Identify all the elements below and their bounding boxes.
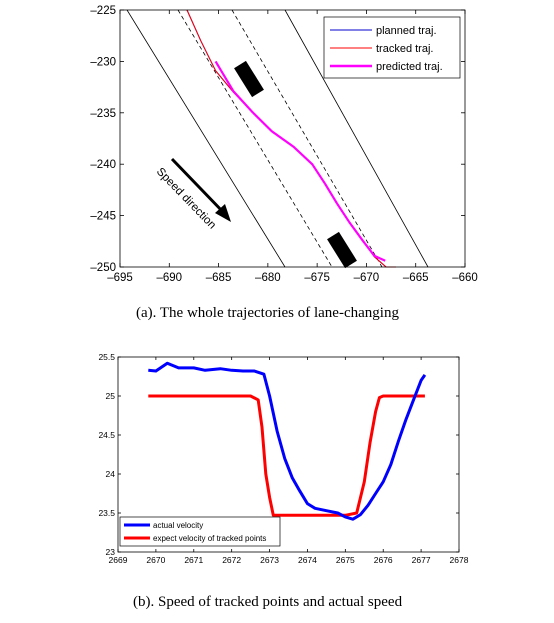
plot-frame-bottom	[117, 356, 460, 553]
speed-direction-arrow	[170, 157, 227, 216]
road-edge-left	[126, 9, 286, 268]
y-tick-label: 24	[106, 469, 116, 479]
y-tick-label: 24.5	[98, 430, 115, 440]
y-tick-label: –240	[90, 159, 116, 171]
x-tick-label: –680	[255, 272, 281, 284]
road-edge-right	[284, 9, 429, 268]
legend-label-predicted: predicted traj.	[376, 61, 443, 73]
x-tick-label: 2678	[450, 555, 469, 565]
velocity-chart: 2669 2670 2671 2672 2673 2674 2675 2676 2677 2678…	[98, 352, 468, 565]
trajectory-series	[186, 9, 396, 268]
y-tick-label: –230	[90, 56, 116, 68]
series-expected-velocity	[148, 394, 425, 517]
x-tick-label: –665	[403, 272, 429, 284]
velocity-series	[148, 361, 427, 521]
x-tick-label: 2673	[260, 555, 279, 565]
caption-bottom: (b). Speed of tracked points and actual …	[133, 594, 403, 610]
legend-label-expected: expect velocity of tracked points	[153, 534, 266, 543]
series-line-3	[214, 60, 386, 262]
axis-ticks: –695 –690 –685 –680 –675 –670 –665 –660 –225 –230…	[90, 5, 477, 284]
legend: planned traj. tracked traj. predicted tr…	[323, 16, 461, 79]
axis-ticks-bottom: 2669 2670 2671 2672 2673 2674 2675 2676 2677 2678…	[98, 352, 468, 565]
lane-lines	[126, 9, 429, 268]
legend-box-bottom	[119, 516, 281, 547]
legend-label-tracked: tracked traj.	[376, 43, 433, 55]
x-tick-label: –675	[304, 272, 330, 284]
lane-divider-right	[231, 9, 383, 268]
x-tick-label: 2675	[336, 555, 355, 565]
x-tick-label: –685	[206, 272, 232, 284]
speed-direction-arrowhead	[215, 204, 231, 222]
x-tick-label: –670	[354, 272, 380, 284]
y-tick-label: –235	[90, 108, 116, 120]
y-tick-label: –250	[90, 262, 116, 274]
trajectory-chart: Speed direction –695 –690 –685 –680 –675 –670…	[90, 5, 477, 284]
y-tick-label: –245	[90, 211, 116, 223]
plot-frame	[119, 9, 466, 268]
x-tick-label: 2676	[374, 555, 393, 565]
caption-top: (a). The whole trajectories of lane-chan…	[136, 305, 399, 321]
x-tick-label: 2670	[146, 555, 165, 565]
legend-label-planned: planned traj.	[376, 25, 437, 37]
legend-label-actual: actual velocity	[153, 521, 203, 530]
x-tick-label: 2674	[298, 555, 317, 565]
x-tick-label: –690	[156, 272, 182, 284]
legend-bottom: actual velocity expect velocity of track…	[119, 516, 281, 547]
x-tick-label: 2671	[184, 555, 203, 565]
x-tick-label: –660	[452, 272, 478, 284]
series-actual-velocity	[148, 361, 427, 521]
x-tick-label: 2672	[222, 555, 241, 565]
y-tick-label: –225	[90, 5, 116, 17]
vehicle-lower	[327, 231, 357, 269]
x-tick-label: –695	[107, 272, 133, 284]
x-tick-label: 2669	[109, 555, 128, 565]
lane-divider-left	[177, 9, 333, 268]
y-tick-label: 23.5	[98, 508, 115, 518]
x-tick-label: 2677	[412, 555, 431, 565]
y-tick-label: 25.5	[98, 352, 115, 362]
vehicle-upper	[234, 60, 264, 98]
y-tick-label: 23	[106, 547, 116, 557]
y-tick-label: 25	[106, 391, 116, 401]
